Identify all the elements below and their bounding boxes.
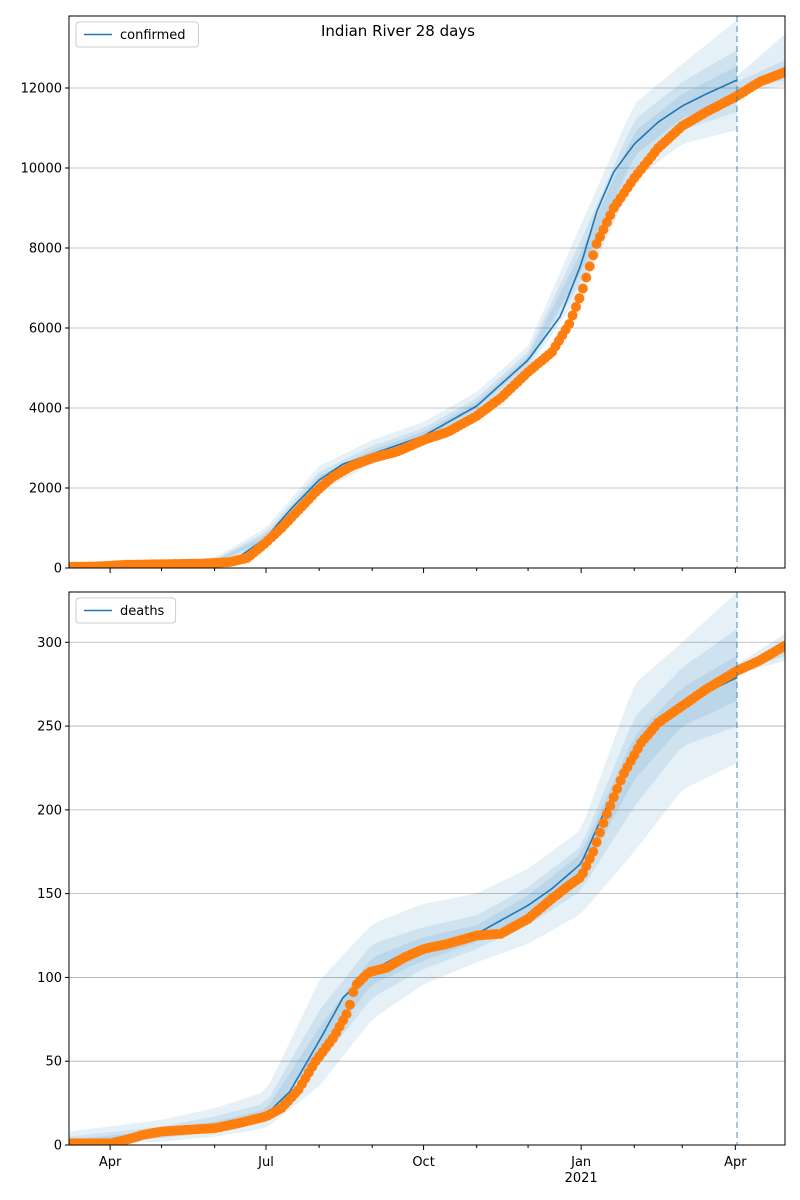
confidence-band-inner	[69, 655, 737, 1145]
y-tick-label: 50	[45, 1055, 62, 1070]
observed-points	[69, 640, 785, 1145]
y-tick-label: 300	[37, 636, 62, 651]
x-tick-sublabel: 2021	[565, 1171, 598, 1186]
legend-label: confirmed	[120, 28, 186, 43]
observed-point	[598, 818, 609, 828]
y-tick-label: 100	[37, 971, 62, 986]
confidence-band-inner	[69, 66, 737, 568]
forecast-band-inner	[737, 60, 785, 90]
observed-point	[341, 1009, 352, 1020]
observed-point	[780, 67, 785, 77]
confidence-band-middle	[69, 628, 737, 1145]
observed-point	[348, 987, 359, 998]
observed-point	[581, 272, 592, 283]
y-tick-label: 0	[54, 562, 62, 577]
plot-area	[69, 592, 785, 1145]
confidence-band-middle	[69, 50, 737, 568]
legend: confirmed	[75, 21, 199, 48]
observed-point	[344, 999, 355, 1010]
observed-point	[780, 640, 785, 651]
axes-frame	[68, 591, 786, 1146]
observed-points	[69, 67, 785, 568]
y-tick-label: 12000	[21, 82, 62, 97]
confidence-band-outer	[69, 20, 737, 568]
observed-point	[571, 301, 581, 312]
observed-point	[574, 293, 585, 304]
y-tick-label: 0	[54, 1139, 62, 1154]
observed-point	[577, 283, 588, 294]
plot-area	[69, 16, 785, 568]
y-tick-label: 200	[37, 803, 62, 818]
y-tick-label: 2000	[29, 482, 62, 497]
axes-frame	[68, 15, 786, 569]
y-tick-label: 10000	[21, 162, 62, 177]
observed-point	[584, 261, 595, 272]
x-tick-label: Jul	[257, 1155, 274, 1170]
observed-point	[588, 250, 599, 261]
observed-point	[612, 783, 623, 794]
y-tick-label: 6000	[29, 322, 62, 337]
observed-point	[567, 310, 578, 321]
y-tick-label: 150	[37, 887, 62, 902]
x-tick-label: Apr	[99, 1155, 122, 1170]
legend-box	[75, 21, 199, 48]
observed-point	[601, 809, 612, 819]
observed-point	[608, 792, 619, 803]
y-tick-label: 4000	[29, 402, 62, 417]
x-tick-label: Oct	[412, 1155, 434, 1170]
y-tick-label: 8000	[29, 242, 62, 257]
legend-box	[75, 597, 177, 624]
y-tick-label: 250	[37, 720, 62, 735]
x-tick-label: Jan	[570, 1155, 591, 1170]
observed-point	[591, 837, 602, 848]
confidence-band-outer	[69, 592, 737, 1145]
confirmed-panel: 0 2000 4000 6000 8000 10000 12000 confirmed	[21, 15, 786, 577]
legend-label: deaths	[120, 604, 165, 619]
observed-point	[564, 319, 575, 329]
x-tick-label: Apr	[724, 1155, 747, 1170]
observed-point	[595, 827, 605, 838]
figure-title: Indian River 28 days	[321, 22, 475, 40]
observed-point	[588, 846, 599, 857]
legend: deaths	[75, 597, 177, 624]
observed-point	[605, 800, 616, 811]
